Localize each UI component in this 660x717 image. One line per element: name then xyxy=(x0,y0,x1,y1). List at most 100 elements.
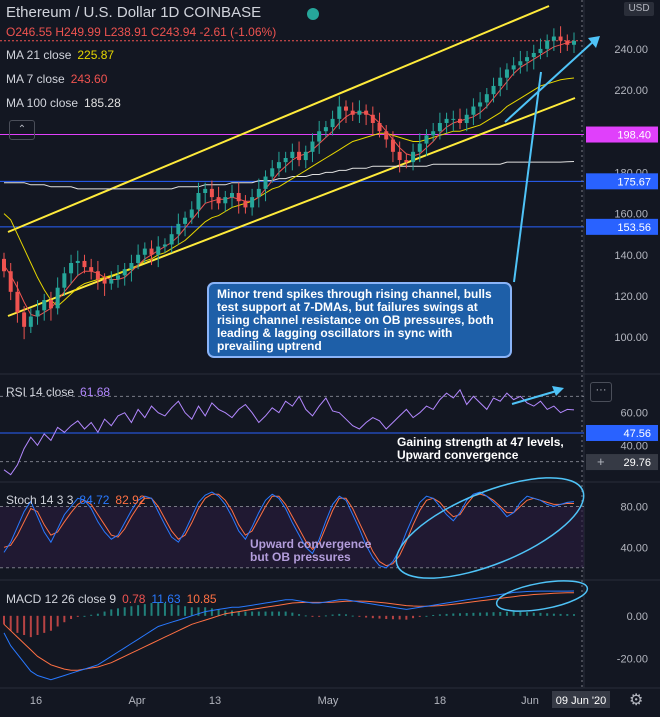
macd-tick-label: 0.00 xyxy=(627,611,648,623)
macd-histogram-bar xyxy=(43,615,46,633)
ma21-line xyxy=(3,77,575,307)
ma7-legend[interactable]: MA 7 close 243.60 xyxy=(6,72,107,86)
candle-body xyxy=(471,106,476,115)
candle-body xyxy=(82,260,87,268)
macd-histogram-bar xyxy=(130,606,133,616)
channel-upper-line xyxy=(7,5,550,233)
macd-histogram-bar xyxy=(110,609,113,616)
macd-histogram-bar xyxy=(29,615,32,638)
rsi-cursor-badge-label: 29.76 xyxy=(623,457,651,469)
rsi-arrow xyxy=(511,389,561,405)
currency-badge[interactable]: USD xyxy=(624,2,654,16)
candle-body xyxy=(75,260,80,263)
candle-body xyxy=(136,254,141,263)
candle-body xyxy=(149,248,154,255)
macd-histogram-bar xyxy=(177,605,180,616)
macd-histogram-bar xyxy=(519,611,522,616)
candle-body xyxy=(317,131,322,142)
macd-histogram-bar xyxy=(371,615,374,619)
candle-body xyxy=(162,244,167,247)
macd-histogram-bar xyxy=(157,601,160,616)
candle-body xyxy=(236,193,241,202)
macd-histogram-bar xyxy=(123,607,126,616)
rsi-arrowhead xyxy=(552,386,564,396)
macd-label: MACD 12 26 close 9 xyxy=(6,592,117,606)
candle-body xyxy=(270,168,275,177)
date-badge-label: 09 Jun '20 xyxy=(556,695,606,707)
symbol-title[interactable]: Ethereum / U.S. Dollar 1D COINBASE xyxy=(6,4,262,21)
candle-body xyxy=(216,197,221,204)
rsi-legend[interactable]: RSI 14 close 61.68 xyxy=(6,385,110,399)
candle-body xyxy=(263,176,268,189)
price-tick-label: 160.00 xyxy=(614,209,648,221)
rsi-note-line2: Upward convergence xyxy=(397,448,519,462)
macd-histogram-bar xyxy=(546,613,549,616)
stoch-legend[interactable]: Stoch 14 3 3 84.72 82.92 xyxy=(6,493,145,507)
candle-body xyxy=(89,267,94,272)
macd-histogram-bar xyxy=(452,613,455,616)
candle-body xyxy=(344,106,348,111)
price-level-badge xyxy=(586,173,658,190)
candle-body xyxy=(62,273,67,288)
candle-body xyxy=(256,188,261,198)
candle-body xyxy=(337,106,342,119)
macd-histogram-bar xyxy=(277,611,280,616)
macd-histogram-bar xyxy=(398,615,401,620)
macd-histogram-bar xyxy=(224,610,227,616)
candle-body xyxy=(558,36,563,41)
gear-icon[interactable]: ⚙ xyxy=(629,692,644,709)
macd-histogram-bar xyxy=(485,612,488,616)
macd-legend[interactable]: MACD 12 26 close 9 0.78 11.63 10.85 xyxy=(6,592,217,606)
rsi-level-badge-label: 47.56 xyxy=(623,428,651,440)
macd-histogram-bar xyxy=(36,615,39,635)
macd-histogram-bar xyxy=(532,612,535,616)
candle-body xyxy=(95,271,100,280)
macd-histogram-bar xyxy=(103,611,106,616)
candle-body xyxy=(444,118,449,123)
macd-histogram-bar xyxy=(197,607,200,616)
candle-body xyxy=(431,131,436,136)
candle-body xyxy=(35,310,40,317)
candle-body xyxy=(411,151,416,163)
candle-body xyxy=(384,131,389,140)
candle-body xyxy=(545,40,550,49)
macd-histogram-bar xyxy=(3,615,5,625)
macd-hist-value: 0.78 xyxy=(122,592,146,606)
ma100-legend[interactable]: MA 100 close 185.28 xyxy=(6,96,121,110)
macd-histogram-bar xyxy=(244,611,247,616)
macd-signal-line xyxy=(3,592,575,671)
candle-body xyxy=(116,275,120,280)
macd-tick-label: -20.00 xyxy=(617,653,648,665)
candle-body xyxy=(48,300,53,309)
macd-histogram-bar xyxy=(438,614,441,616)
candle-body xyxy=(189,209,194,218)
analysis-callout: Minor trend spikes through rising channe… xyxy=(207,282,512,358)
candle-body xyxy=(203,188,208,193)
ma21-value: 225.87 xyxy=(77,48,115,62)
x-axis-label: 13 xyxy=(209,695,221,707)
macd-histogram-bar xyxy=(210,608,213,616)
candle-body xyxy=(230,193,234,198)
candle-body xyxy=(243,201,248,208)
price-level-label: 175.67 xyxy=(617,176,651,188)
macd-histogram-bar xyxy=(137,605,140,616)
macd-histogram-bar xyxy=(505,611,508,616)
candle-body xyxy=(15,291,20,313)
price-tick-label: 120.00 xyxy=(614,291,648,303)
rsi-cursor-badge xyxy=(586,454,658,471)
collapse-legend-button[interactable]: ⌃ xyxy=(9,120,35,140)
candle-body xyxy=(28,316,33,327)
macd-histogram-bar xyxy=(217,609,220,616)
candle-body xyxy=(518,61,523,66)
more-options-icon[interactable]: ··· xyxy=(590,382,612,402)
add-plus-icon[interactable]: + xyxy=(597,454,605,469)
macd-histogram-bar xyxy=(150,603,153,616)
macd-signal-value: 10.85 xyxy=(186,592,217,606)
macd-line xyxy=(3,590,575,681)
macd-histogram-bar xyxy=(90,614,93,616)
candle-body xyxy=(551,36,556,41)
ma21-legend[interactable]: MA 21 close 225.87 xyxy=(6,48,114,62)
macd-histogram-bar xyxy=(432,614,435,616)
stoch-d-value: 82.92 xyxy=(115,493,146,507)
